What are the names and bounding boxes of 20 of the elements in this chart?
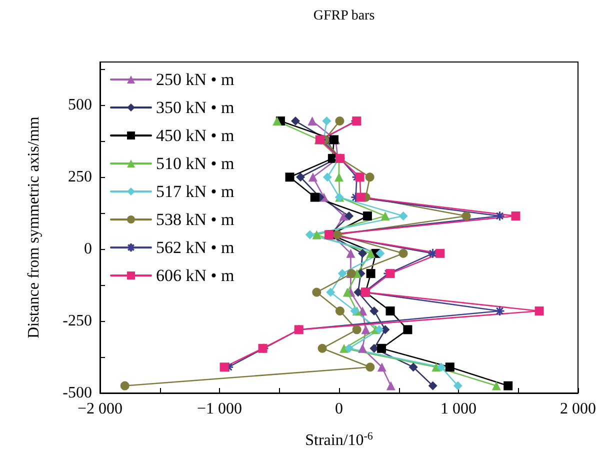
- legend-label: 517 kN • m: [156, 182, 234, 201]
- y-tick-label: -250: [62, 312, 92, 330]
- y-tick-label: 500: [68, 96, 92, 114]
- legend-label: 450 kN • m: [156, 126, 234, 145]
- legend-label: 510 kN • m: [156, 154, 234, 173]
- x-tick-label: −1 000: [196, 400, 242, 418]
- legend-label: 606 kN • m: [156, 266, 234, 285]
- legend-label: 250 kN • m: [156, 70, 234, 89]
- legend-label: 350 kN • m: [156, 98, 234, 117]
- chart-title: GFRP bars: [313, 8, 375, 24]
- y-tick-label: 250: [68, 168, 92, 186]
- x-tick-label: 1 000: [440, 400, 476, 418]
- y-axis-title: Distance from symmetric axis/mm: [26, 116, 42, 338]
- x-tick-label: −2 000: [77, 400, 123, 418]
- y-tick-label: 0: [84, 240, 92, 258]
- y-tick-label: -500: [62, 384, 92, 402]
- legend-label: 538 kN • m: [156, 210, 234, 229]
- x-tick-label: 0: [335, 400, 343, 418]
- x-tick-label: 2 000: [560, 400, 596, 418]
- legend-label: 562 kN • m: [156, 238, 234, 257]
